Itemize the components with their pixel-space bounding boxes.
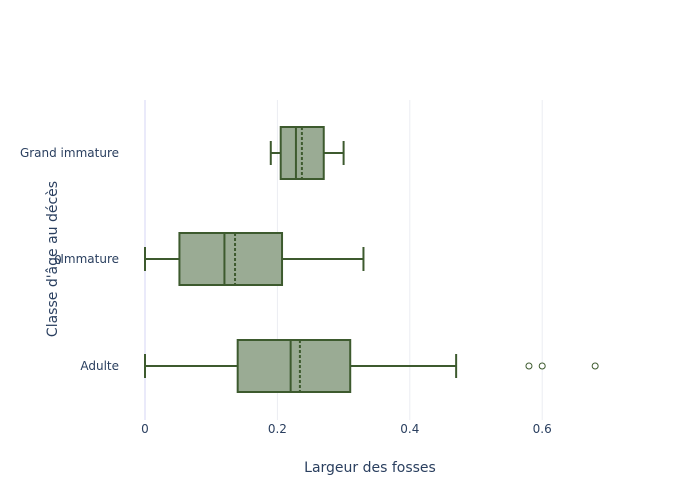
x-tick-label: 0.6 [533,422,552,436]
y-tick-label: Immature [60,252,119,266]
outlier-point [525,362,533,370]
y-axis-ticks: Adulte Immature Grand immature [20,146,119,373]
box-series [144,126,599,393]
box-group [269,126,345,180]
x-tick-label: 0.2 [268,422,287,436]
y-tick-label: Grand immature [20,146,119,160]
x-axis-ticks: 0 0.2 0.4 0.6 [141,422,552,436]
y-tick-label: Adulte [80,359,119,373]
x-tick-label: 0 [141,422,149,436]
y-axis-stray-label: 0 [54,253,62,267]
x-tick-label: 0.4 [400,422,419,436]
box-group [144,232,365,286]
outlier-point [591,362,599,370]
y-axis-title: Classe d'âge au décès [45,181,61,337]
box [178,232,284,286]
x-axis-title: Largeur des fosses [304,460,436,476]
box [236,339,352,393]
box-group [144,339,599,393]
outlier-point [538,362,546,370]
